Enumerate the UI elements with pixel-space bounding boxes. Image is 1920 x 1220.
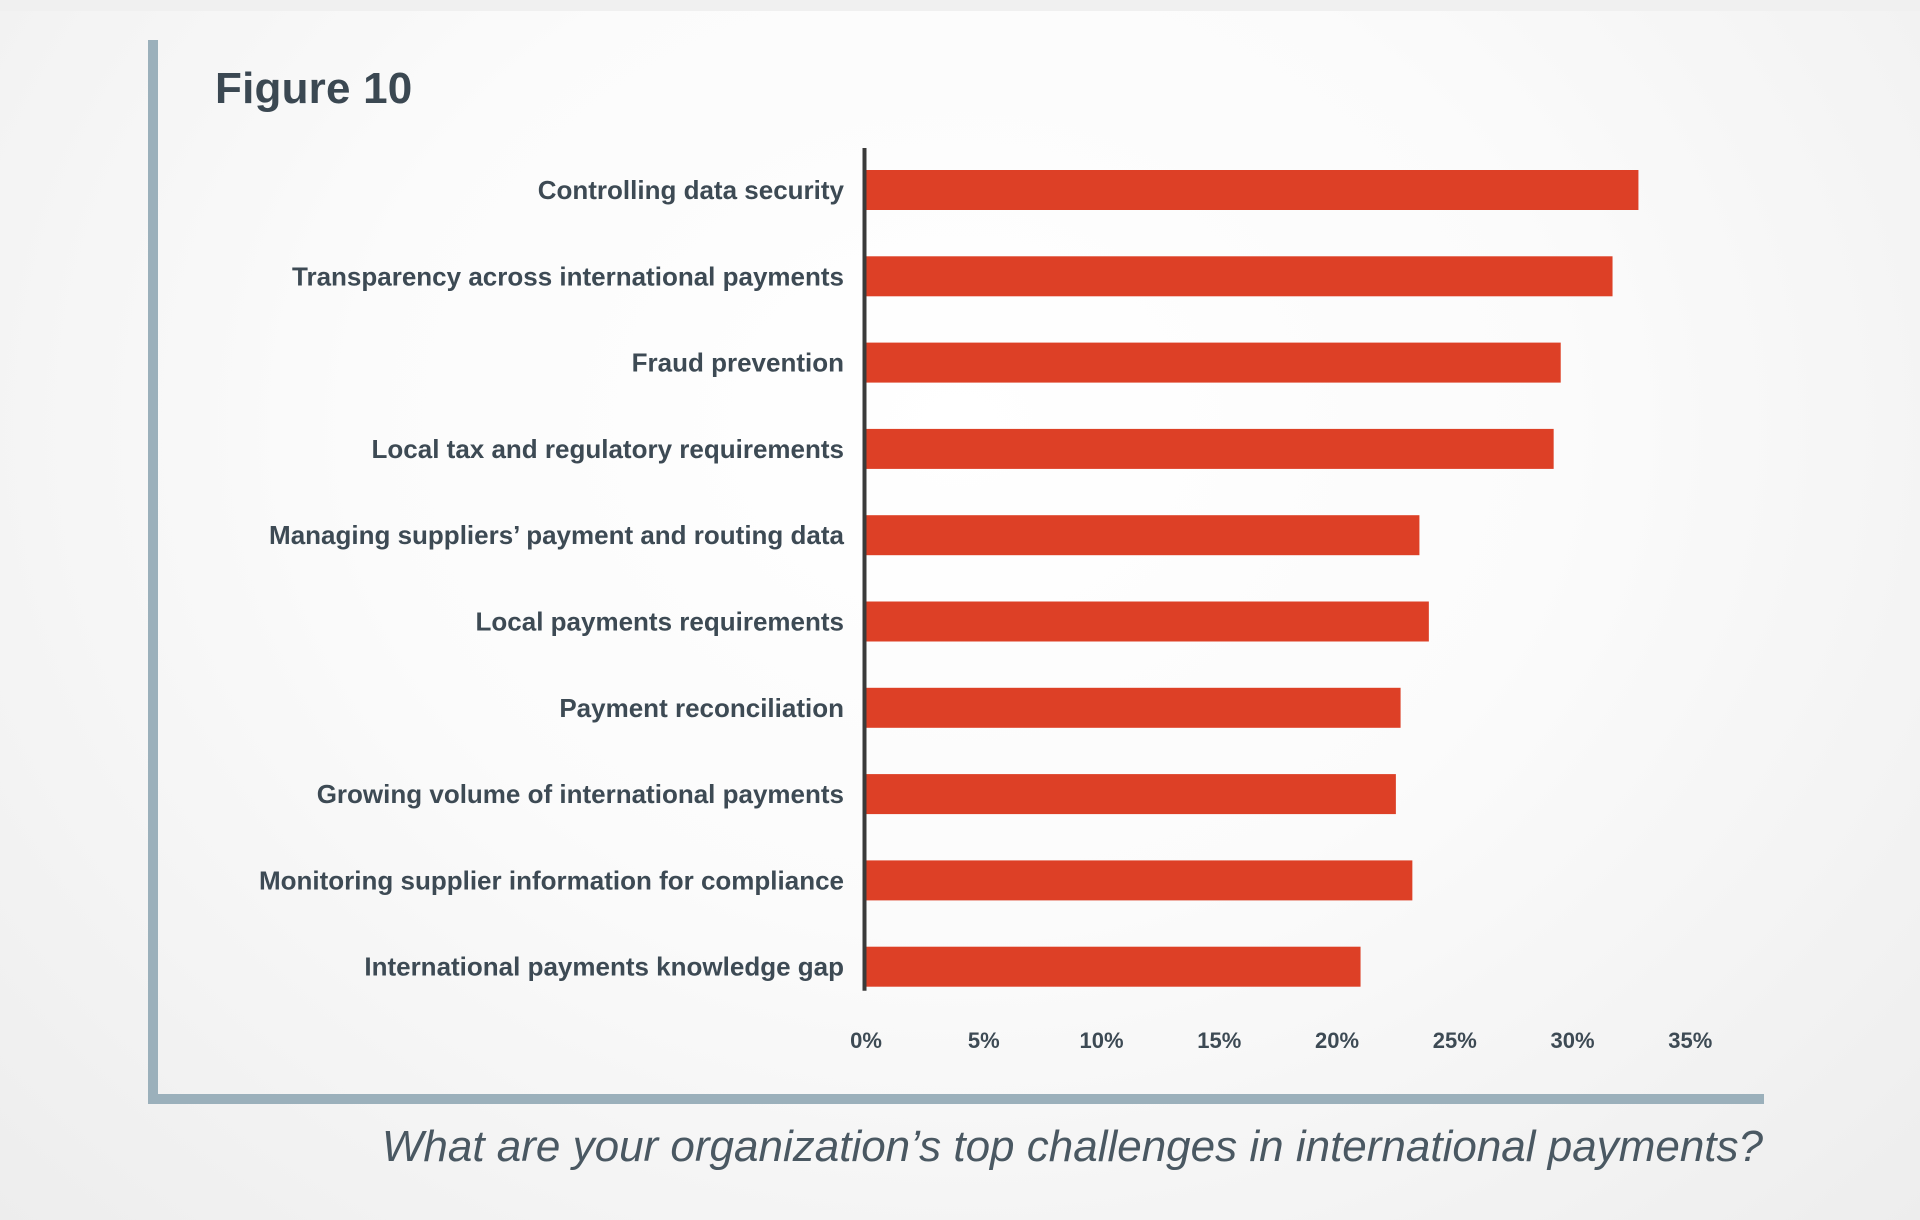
bar-4 — [866, 428, 1554, 469]
x-tick-label: 0% — [850, 1028, 882, 1053]
top-strip — [0, 0, 1920, 11]
x-tick-label: 10% — [1079, 1028, 1123, 1053]
x-tick-label: 15% — [1197, 1028, 1241, 1053]
bar-7 — [866, 687, 1401, 728]
bar-2 — [866, 256, 1613, 297]
x-tick-label: 35% — [1668, 1028, 1712, 1053]
x-tick-labels-group: 0% 5% 10% 15% 20% 25% 30% 35% — [850, 1028, 1712, 1053]
x-tick-label: 20% — [1315, 1028, 1359, 1053]
category-label: Monitoring supplier information for comp… — [259, 865, 844, 895]
bar-10 — [866, 946, 1361, 987]
bar-9 — [866, 860, 1413, 901]
category-label: Growing volume of international payments — [317, 779, 844, 809]
x-tick-label: 25% — [1433, 1028, 1477, 1053]
frame-left-border — [148, 40, 158, 1104]
category-label: International payments knowledge gap — [364, 952, 844, 982]
bars-group — [866, 170, 1639, 987]
category-label: Local payments requirements — [476, 607, 844, 637]
category-label: Managing suppliers’ payment and routing … — [269, 520, 844, 550]
x-tick-label: 5% — [968, 1028, 1000, 1053]
bar-6 — [866, 601, 1429, 642]
bar-1 — [866, 170, 1639, 210]
survey-question: What are your organization’s top challen… — [381, 1122, 1763, 1171]
bar-3 — [866, 342, 1561, 383]
bar-5 — [866, 515, 1420, 556]
figure-title: Figure 10 — [215, 64, 413, 113]
category-label: Fraud prevention — [632, 348, 844, 378]
frame-bottom-border — [148, 1094, 1764, 1104]
x-tick-label: 30% — [1550, 1028, 1594, 1053]
category-label: Payment reconciliation — [559, 693, 844, 723]
category-label: Local tax and regulatory requirements — [372, 434, 844, 464]
category-label: Controlling data security — [538, 175, 845, 205]
category-labels-group: Controlling data security Transparency ac… — [259, 175, 845, 982]
category-label: Transparency across international paymen… — [292, 261, 844, 291]
bar-8 — [866, 774, 1396, 815]
bar-chart: Controlling data security Transparency ac… — [259, 148, 1712, 1053]
